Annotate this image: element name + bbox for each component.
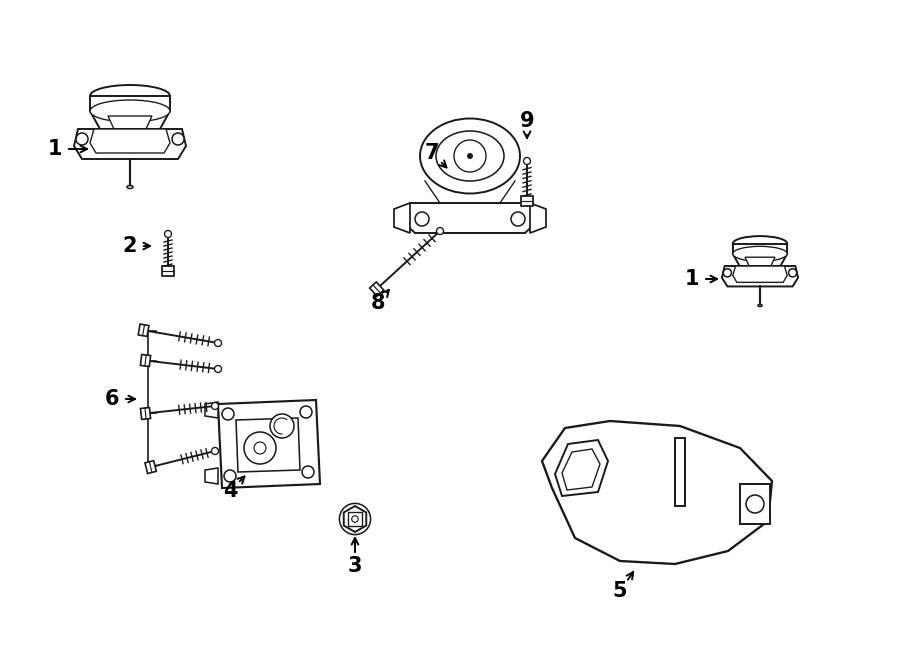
Polygon shape	[90, 111, 170, 129]
Circle shape	[214, 366, 221, 373]
Polygon shape	[139, 324, 148, 336]
Circle shape	[270, 414, 294, 438]
Polygon shape	[394, 203, 410, 233]
Circle shape	[212, 447, 219, 455]
Polygon shape	[205, 402, 218, 418]
Text: 2: 2	[122, 236, 137, 256]
Circle shape	[300, 406, 312, 418]
Polygon shape	[733, 244, 788, 254]
Circle shape	[222, 408, 234, 420]
Circle shape	[788, 269, 796, 277]
Circle shape	[436, 227, 444, 235]
Ellipse shape	[127, 186, 133, 188]
Ellipse shape	[733, 236, 788, 251]
Circle shape	[524, 157, 530, 165]
Circle shape	[172, 133, 184, 145]
Polygon shape	[90, 96, 170, 111]
Circle shape	[724, 269, 732, 277]
Polygon shape	[74, 129, 186, 159]
Circle shape	[254, 442, 266, 454]
Polygon shape	[555, 440, 608, 496]
Polygon shape	[675, 438, 685, 506]
Polygon shape	[344, 506, 366, 532]
Bar	[162, 266, 174, 276]
Polygon shape	[402, 203, 538, 233]
Text: 1: 1	[48, 139, 62, 159]
Polygon shape	[140, 408, 150, 420]
Polygon shape	[90, 129, 170, 153]
Polygon shape	[370, 282, 383, 296]
Circle shape	[224, 470, 236, 482]
Polygon shape	[740, 484, 770, 524]
Polygon shape	[562, 449, 600, 490]
Polygon shape	[745, 257, 775, 266]
Text: 7: 7	[425, 143, 439, 163]
Circle shape	[511, 212, 525, 226]
Circle shape	[352, 516, 358, 522]
Polygon shape	[218, 400, 320, 488]
Polygon shape	[722, 266, 798, 286]
Circle shape	[244, 432, 276, 464]
Circle shape	[212, 403, 219, 410]
Polygon shape	[733, 254, 788, 266]
Polygon shape	[236, 418, 300, 472]
Ellipse shape	[90, 100, 170, 122]
Text: 6: 6	[104, 389, 119, 409]
Ellipse shape	[758, 305, 762, 307]
Circle shape	[339, 504, 371, 535]
Circle shape	[415, 212, 429, 226]
Circle shape	[746, 495, 764, 513]
Ellipse shape	[733, 247, 788, 261]
Text: 9: 9	[519, 111, 535, 131]
Circle shape	[302, 466, 314, 478]
Polygon shape	[733, 266, 788, 282]
Text: 3: 3	[347, 556, 362, 576]
Text: 1: 1	[685, 269, 699, 289]
Circle shape	[165, 231, 172, 237]
Polygon shape	[542, 421, 772, 564]
Circle shape	[76, 133, 88, 145]
Bar	[521, 196, 533, 206]
Text: 5: 5	[613, 581, 627, 601]
Text: 4: 4	[223, 481, 238, 501]
Polygon shape	[530, 203, 546, 233]
Polygon shape	[205, 468, 218, 484]
Circle shape	[214, 340, 221, 346]
Polygon shape	[347, 512, 362, 526]
Ellipse shape	[90, 85, 170, 107]
Polygon shape	[145, 461, 157, 473]
Ellipse shape	[436, 131, 504, 181]
Text: 8: 8	[371, 293, 385, 313]
Polygon shape	[108, 116, 152, 129]
Circle shape	[467, 153, 473, 159]
Polygon shape	[140, 354, 150, 366]
Circle shape	[454, 140, 486, 172]
Ellipse shape	[420, 118, 520, 194]
